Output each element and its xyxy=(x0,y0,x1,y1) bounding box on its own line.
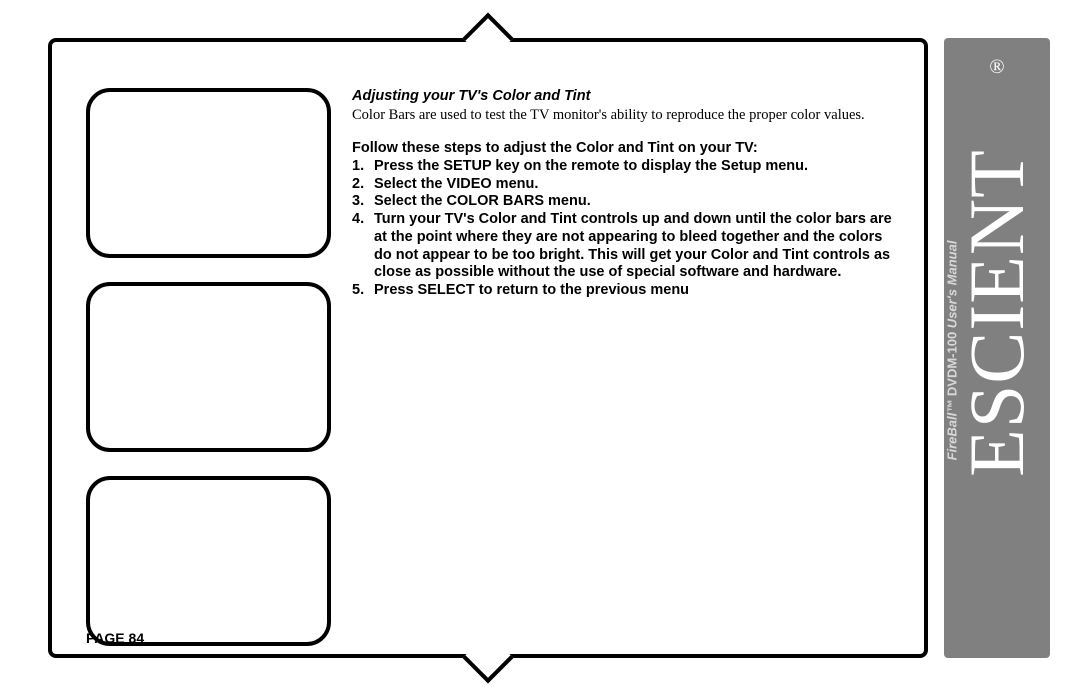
thumbnail-placeholder-1 xyxy=(86,88,331,258)
product-model: DVDM-100 xyxy=(945,328,960,396)
step-2: 2.Select the VIDEO menu. xyxy=(352,176,902,194)
steps-header: Follow these steps to adjust the Color a… xyxy=(352,140,902,158)
step-4: 4.Turn your TV's Color and Tint controls… xyxy=(352,211,902,282)
brand-logo-text: ESCIENT xyxy=(952,149,1042,477)
product-line: FireBall™ DVDM-100 User's Manual xyxy=(945,241,960,461)
registered-icon: ® xyxy=(989,56,1004,79)
product-manual: User's Manual xyxy=(945,241,960,329)
section-title: Adjusting your TV's Color and Tint xyxy=(352,88,902,106)
product-fireball: FireBall™ xyxy=(945,400,960,461)
step-3: 3.Select the COLOR BARS menu. xyxy=(352,193,902,211)
frame-notch-bottom xyxy=(463,633,514,684)
content-frame: Adjusting your TV's Color and Tint Color… xyxy=(48,38,928,658)
manual-page: Adjusting your TV's Color and Tint Color… xyxy=(30,30,1050,668)
page-number: PAGE 84 xyxy=(86,630,144,646)
step-1: 1.Press the SETUP key on the remote to d… xyxy=(352,158,902,176)
frame-notch-top xyxy=(463,13,514,64)
thumbnail-placeholder-2 xyxy=(86,282,331,452)
intro-text: Color Bars are used to test the TV monit… xyxy=(352,107,902,125)
content-text: Adjusting your TV's Color and Tint Color… xyxy=(352,88,902,300)
step-5: 5.Press SELECT to return to the previous… xyxy=(352,282,902,300)
thumbnail-placeholder-3 xyxy=(86,476,331,646)
brand-sidebar: ® ESCIENT FireBall™ DVDM-100 User's Manu… xyxy=(944,38,1050,658)
